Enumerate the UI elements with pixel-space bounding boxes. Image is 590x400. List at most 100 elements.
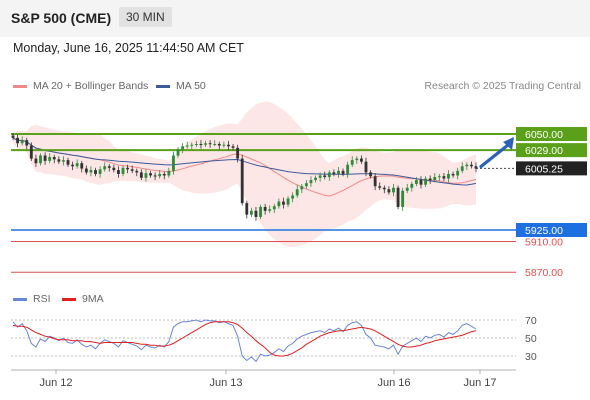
candle-body	[112, 167, 116, 171]
candle-body	[149, 173, 152, 176]
rsi-tick-70: 70	[525, 315, 537, 327]
ma20-line	[12, 137, 477, 197]
candle-body	[355, 158, 359, 161]
candle-body	[346, 164, 350, 174]
candle-body	[11, 135, 15, 138]
candle-body	[80, 163, 84, 169]
x-tick-label: Jun 13	[209, 377, 242, 389]
candle-body	[437, 176, 441, 178]
level-label-1: 6029.00	[525, 145, 563, 157]
candle-body	[94, 170, 97, 174]
candle-body	[337, 170, 340, 174]
moving-averages	[12, 137, 477, 197]
candle-body	[217, 143, 221, 146]
candle-body	[263, 206, 267, 211]
candle-body	[39, 155, 42, 164]
candle-body	[227, 144, 230, 147]
level-tag-1	[516, 143, 587, 158]
candle-body	[359, 158, 363, 162]
candle-body	[34, 158, 38, 164]
candle-body	[254, 210, 258, 217]
rsi-swatch	[13, 297, 27, 301]
candle-body	[350, 160, 354, 165]
candle-body	[89, 170, 93, 173]
legend-9ma-label: 9MA	[82, 293, 104, 305]
candle-body	[199, 143, 203, 145]
title-bar: S&P 500 (CME) 30 MIN	[0, 0, 590, 37]
timeframe-badge[interactable]: 30 MIN	[119, 7, 172, 27]
candle-body	[167, 170, 171, 176]
candle-body	[240, 158, 244, 204]
candle-body	[304, 183, 308, 187]
candle-body	[107, 166, 111, 168]
rsi-line	[12, 319, 477, 363]
candle-body	[447, 173, 450, 179]
bollinger-swatch	[13, 84, 27, 88]
candle-body	[176, 149, 180, 156]
candle-body	[194, 143, 198, 145]
x-tick-label: Jun 17	[463, 377, 496, 389]
level-tag-2	[516, 223, 587, 237]
arrow-head	[503, 137, 514, 150]
rsi-panel: 70 50 30	[11, 315, 537, 363]
candle-body	[185, 145, 189, 147]
candle-body	[268, 209, 272, 211]
candle-body	[405, 187, 409, 191]
candle-body	[369, 172, 372, 177]
candle-body	[341, 170, 345, 174]
candle-body	[71, 164, 75, 167]
candle-body	[204, 143, 207, 145]
level-label-3: 5910.00	[525, 237, 563, 249]
level-label-2: 5925.00	[525, 225, 563, 237]
bollinger-band	[13, 101, 476, 247]
candle-body	[84, 168, 88, 173]
candle-body	[57, 159, 61, 162]
candle-body	[162, 173, 166, 176]
candle-body	[314, 177, 317, 181]
candle-body	[323, 175, 327, 178]
candle-body	[442, 176, 446, 179]
candle-body	[121, 167, 125, 174]
legend-rsi: RSI	[13, 293, 51, 305]
forecast-arrow	[479, 137, 514, 169]
candle-body	[245, 203, 249, 215]
level-tag-0	[516, 127, 587, 141]
candle-body	[43, 155, 47, 161]
candle-body	[259, 206, 262, 217]
candle-body	[465, 164, 469, 167]
candle-body	[172, 155, 175, 171]
legend-ma50: MA 50	[156, 80, 206, 92]
ma50-swatch	[156, 84, 170, 88]
candle-body	[460, 166, 464, 171]
candle-body	[282, 201, 285, 205]
candle-body	[401, 190, 405, 207]
last-price-tag	[516, 161, 587, 176]
candle-body	[16, 137, 20, 144]
price-levels	[11, 133, 516, 273]
candle-body	[231, 146, 235, 148]
candle-body	[286, 198, 290, 205]
rsi-tick-50: 50	[525, 333, 537, 345]
candle-body	[249, 210, 253, 215]
candle-body	[309, 180, 313, 184]
candle-body	[139, 172, 143, 178]
candle-body	[387, 189, 391, 193]
legend-9ma: 9MA	[62, 293, 104, 305]
candle-body	[419, 180, 423, 185]
last-price-label: 6005.25	[525, 163, 563, 175]
level-label-4: 5870.00	[525, 267, 563, 279]
candle-body	[364, 161, 368, 173]
candle-body	[277, 201, 281, 207]
legend-ma50-label: MA 50	[176, 80, 206, 92]
candle-body	[103, 166, 107, 170]
ma50-line	[12, 137, 477, 186]
candle-body	[382, 187, 386, 190]
candle-body	[424, 178, 427, 185]
datetime-label: Monday, June 16, 2025 11:44:50 AM CET	[13, 41, 244, 55]
candle-body	[433, 177, 437, 181]
candle-body	[222, 144, 226, 146]
candle-body	[236, 147, 240, 159]
candle-body	[48, 157, 52, 161]
